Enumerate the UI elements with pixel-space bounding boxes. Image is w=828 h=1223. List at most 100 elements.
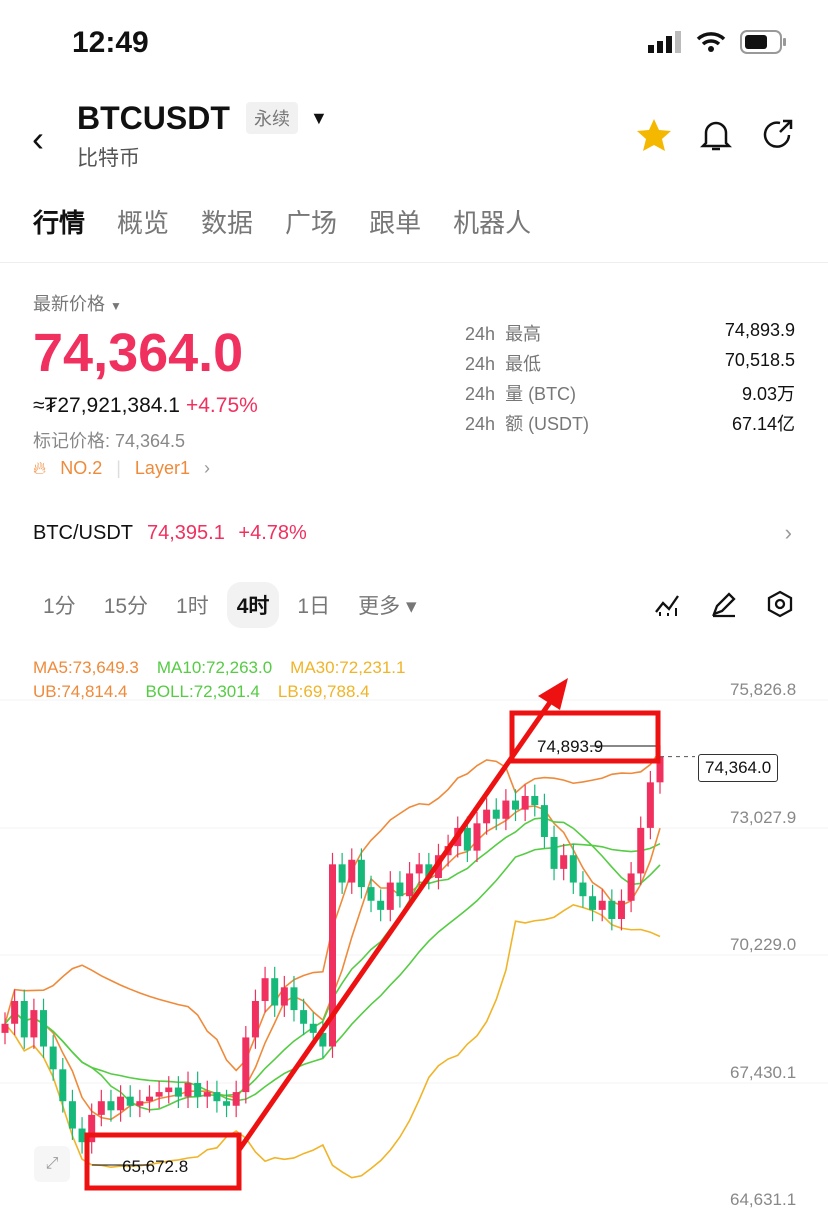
candle (290, 987, 298, 1011)
candle (30, 1010, 38, 1038)
candle (309, 1023, 317, 1033)
candle (656, 756, 664, 783)
back-button[interactable]: ‹ (32, 118, 44, 159)
interval-more[interactable]: 更多 ▾ (358, 595, 417, 618)
candle (174, 1087, 182, 1097)
candle (473, 823, 481, 851)
candle (377, 900, 385, 910)
candle (40, 1010, 48, 1047)
candle (396, 882, 404, 897)
candle (646, 782, 654, 828)
candle (512, 800, 520, 810)
spot-pair-row[interactable]: BTC/USDT 74,395.1 +4.78% (33, 522, 307, 545)
candle (136, 1101, 144, 1106)
spot-pair: BTC/USDT (33, 522, 133, 544)
mark-price: 标记价格: 74,364.5 (33, 431, 186, 451)
candle (126, 1096, 134, 1106)
candle (463, 827, 471, 851)
candle (608, 900, 616, 919)
wifi-icon (696, 32, 726, 52)
interval-1d[interactable]: 1日 (297, 595, 331, 618)
y-tick: 70,229.0 (730, 935, 797, 954)
candle (415, 864, 423, 874)
current-price-tag: 74,364.0 (698, 754, 779, 782)
candle (194, 1082, 202, 1097)
y-tick: 64,631.1 (730, 1190, 797, 1209)
candle (213, 1092, 221, 1102)
symbol-title[interactable]: BTCUSDT (77, 100, 230, 136)
candle (242, 1037, 250, 1093)
indicator-icon[interactable] (654, 590, 682, 618)
candle (502, 800, 510, 819)
share-icon[interactable] (760, 118, 794, 152)
candle (251, 1000, 259, 1038)
candle (531, 795, 539, 806)
candle (78, 1128, 86, 1143)
stat-low: 24h 最低 70,518.5 (465, 350, 795, 374)
tab-square[interactable]: 广场 (285, 208, 338, 238)
rank-tags[interactable]: 🔥︎ NO.2 | Layer1 › (33, 458, 210, 478)
ma10-value: MA10:72,263.0 (156, 658, 273, 677)
divider (0, 262, 828, 263)
candle (406, 873, 414, 897)
chevron-right-icon[interactable]: › (784, 520, 792, 545)
fiat-price-row: ≈₮27,921,384.1 +4.75% (33, 394, 258, 418)
candle (483, 809, 491, 824)
y-tick: 75,826.8 (730, 680, 797, 699)
status-time: 12:49 (72, 26, 149, 59)
ma5-value: MA5:73,649.3 (33, 658, 139, 677)
candle (117, 1096, 125, 1111)
candle (589, 896, 597, 910)
candle (68, 1101, 76, 1129)
bell-icon[interactable] (700, 118, 732, 152)
candle (348, 859, 356, 883)
lb-value: LB:69,788.4 (277, 682, 370, 701)
symbol-dropdown-icon[interactable]: ▼ (310, 108, 328, 128)
candle (59, 1069, 67, 1102)
star-icon[interactable] (636, 118, 672, 152)
spot-change: +4.78% (238, 522, 307, 544)
candle (627, 873, 635, 901)
tab-overview[interactable]: 概览 (117, 208, 170, 238)
interval-15m[interactable]: 15分 (103, 595, 149, 618)
draw-icon[interactable] (710, 590, 738, 618)
annotation-arrowhead (538, 678, 568, 710)
candle (271, 978, 279, 1006)
main-tabs: 行情 概览 数据 广场 跟单 机器人 (33, 203, 531, 240)
y-tick: 67,430.1 (730, 1063, 797, 1082)
rank: NO.2 (60, 458, 103, 478)
high-marker-label: 74,893.9 (537, 737, 604, 756)
interval-1h[interactable]: 1时 (176, 595, 209, 618)
candle (1, 1023, 9, 1033)
interval-4h[interactable]: 4时 (226, 582, 280, 628)
status-icons (648, 30, 788, 54)
category-tag[interactable]: Layer1 (134, 458, 190, 478)
candle (97, 1101, 105, 1115)
candle (300, 1010, 308, 1024)
chevron-right-icon: › (203, 458, 210, 478)
candle (579, 882, 587, 897)
candle (261, 978, 269, 1001)
tab-data[interactable]: 数据 (201, 208, 254, 238)
symbol-subtitle: 比特币 (77, 147, 140, 170)
annotation-box-high (509, 710, 661, 764)
low-marker-label: 65,672.8 (122, 1157, 189, 1176)
expand-icon[interactable]: ⤢ (34, 1146, 70, 1182)
interval-1m[interactable]: 1分 (43, 595, 76, 618)
tab-copy-trade[interactable]: 跟单 (369, 208, 422, 238)
candle (184, 1082, 192, 1097)
latest-price-label: 最新价格 (33, 294, 105, 314)
candle (425, 864, 433, 878)
candle (492, 809, 500, 819)
kline-chart[interactable] (0, 640, 828, 1223)
price-change: +4.75% (185, 394, 258, 417)
stat-high: 24h 最高 74,893.9 (465, 320, 795, 344)
tab-market[interactable]: 行情 (33, 208, 86, 238)
candle (88, 1114, 96, 1143)
settings-icon[interactable] (766, 590, 794, 618)
contract-type-badge: 永续 (246, 102, 298, 134)
spot-price: 74,395.1 (147, 522, 225, 544)
latest-price-selector[interactable]: 最新价格 ▼ (33, 294, 122, 314)
flame-icon: 🔥︎ (33, 458, 47, 478)
tab-bots[interactable]: 机器人 (453, 208, 532, 238)
